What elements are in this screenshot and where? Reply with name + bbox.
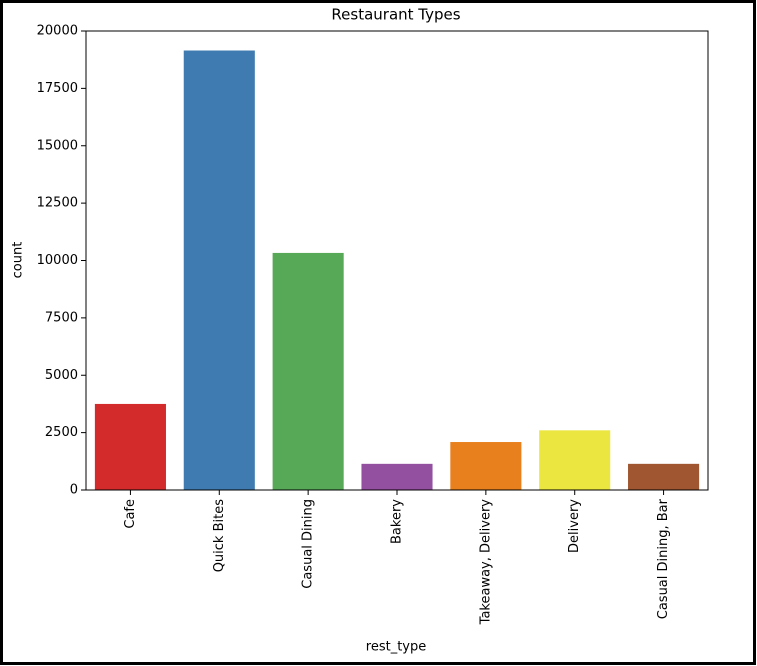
x-tick-label: Casual Dining, Bar [656,498,671,619]
x-axis-label: rest_type [366,640,426,655]
bar [450,442,522,490]
bar [361,463,433,490]
y-tick-label: 20000 [37,24,78,39]
chart-title: Restaurant Types [331,6,460,24]
bar [94,403,166,490]
bar [628,463,700,490]
y-tick-label: 0 [70,483,78,498]
y-tick-label: 7500 [45,310,78,325]
plot-frame [85,30,709,491]
x-tick-label: Bakery [390,499,405,544]
y-tick-label: 2500 [45,425,78,440]
x-tick-label: Delivery [567,499,582,553]
bar [183,50,255,490]
y-tick-label: 17500 [37,81,78,96]
x-tick-label: Quick Bites [212,499,227,573]
y-tick-label: 5000 [45,368,78,383]
bar [539,430,611,490]
y-axis-label: count [11,242,26,279]
y-tick-label: 12500 [37,196,78,211]
y-tick-label: 15000 [37,138,78,153]
x-tick-label: Casual Dining [301,499,316,589]
x-tick-label: Cafe [123,499,138,529]
x-tick-label: Takeaway, Delivery [478,499,493,626]
y-tick-label: 10000 [37,253,78,268]
bar [272,252,344,490]
